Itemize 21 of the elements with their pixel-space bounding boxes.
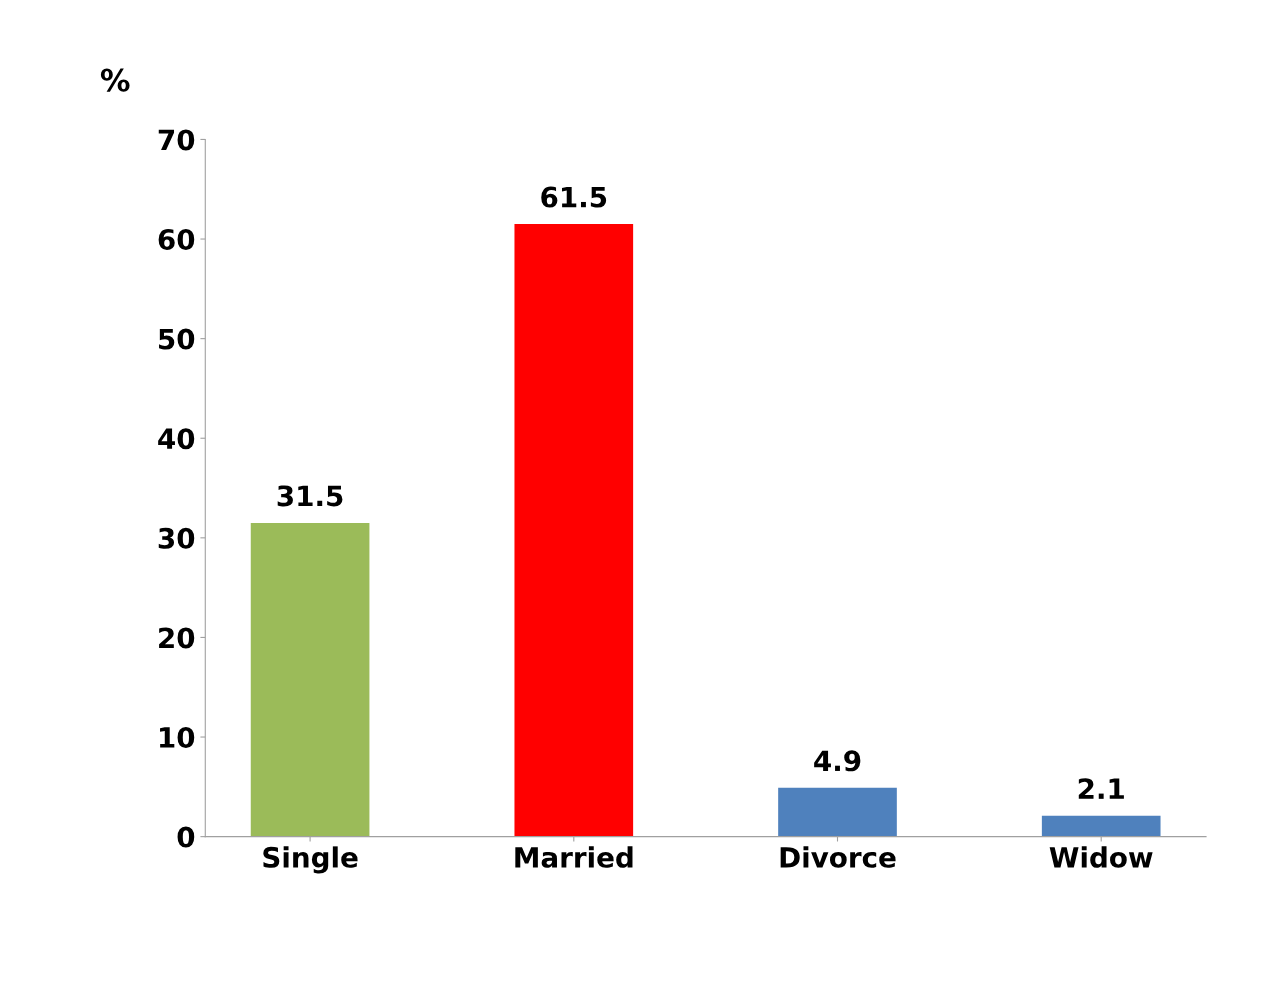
- y-tick-label: 20: [159, 627, 195, 649]
- bar: [778, 787, 897, 837]
- y-tick-label: 60: [158, 228, 195, 250]
- data-label: 31.5: [277, 485, 343, 507]
- data-label: 4.9: [814, 750, 861, 772]
- x-tick-label: Married: [515, 846, 633, 868]
- bar: [514, 224, 634, 837]
- y-tick-label: 40: [158, 428, 195, 450]
- x-tick-label: Divorce: [780, 846, 896, 868]
- bar: [250, 522, 370, 837]
- y-tick-label: 10: [160, 726, 195, 748]
- y-tick-label: 30: [158, 527, 195, 549]
- x-tick-label: Widow: [1049, 846, 1153, 868]
- bar: [1041, 815, 1161, 837]
- y-axis-title: %: [100, 68, 130, 92]
- x-tick-label: Single: [263, 846, 358, 874]
- y-tick-label: 70: [158, 129, 195, 151]
- data-label: 2.1: [1078, 778, 1124, 799]
- data-label: 61.5: [541, 186, 607, 208]
- y-tick-label: 50: [159, 328, 195, 350]
- y-tick-label: 0: [177, 826, 195, 848]
